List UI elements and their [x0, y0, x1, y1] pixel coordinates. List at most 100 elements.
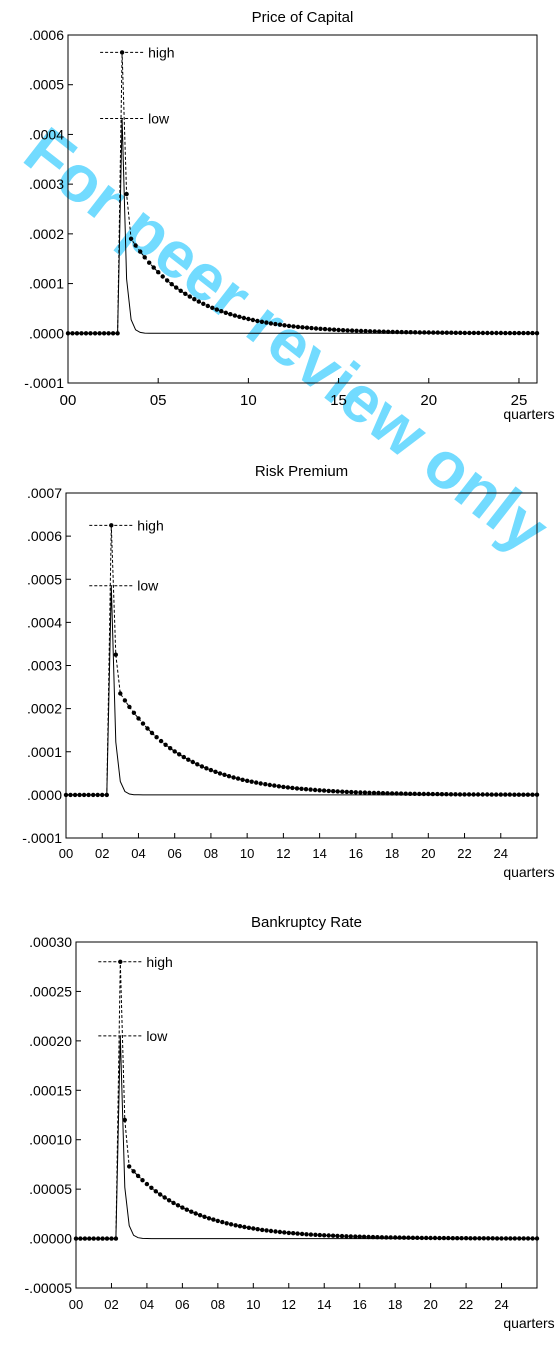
data-point-high	[258, 781, 263, 786]
data-point-high	[430, 791, 435, 797]
series-line-low	[68, 118, 537, 334]
data-point-high	[172, 749, 177, 754]
data-point-high	[424, 1235, 429, 1241]
data-point-high	[406, 1235, 411, 1240]
y-tick-label: -.0001	[22, 830, 62, 846]
data-point-high	[249, 779, 254, 784]
data-point-high	[220, 1219, 225, 1225]
chart-2: Risk Premium .0007 .0006 .0005 .0004 .0003 .00…	[22, 463, 554, 880]
x-tick-label: 02	[104, 1297, 118, 1312]
data-point-high	[160, 274, 165, 279]
data-point-high	[113, 652, 119, 657]
data-point-high	[213, 769, 218, 774]
x-tick-label: 20	[421, 846, 435, 861]
data-point-high	[268, 321, 274, 326]
data-point-high	[154, 735, 159, 740]
data-point-high	[246, 316, 251, 322]
data-point-high	[268, 1228, 274, 1234]
y-tick-label: .0007	[27, 485, 62, 501]
data-point-high	[171, 1200, 176, 1206]
data-point-high	[353, 790, 358, 795]
data-point-high	[153, 1189, 158, 1194]
data-point-high	[217, 771, 223, 776]
x-tick-label: 20	[423, 1297, 437, 1312]
data-point-high	[192, 297, 197, 302]
data-point-high	[201, 301, 206, 306]
y-tick-label: .0003	[27, 658, 62, 674]
data-point-high	[340, 789, 345, 794]
x-tick-label: 15	[330, 392, 347, 409]
x-tick-label: 08	[204, 846, 218, 861]
data-point-high	[372, 329, 377, 334]
x-tick-label: 02	[95, 846, 109, 861]
data-point-high	[144, 1181, 150, 1187]
data-point-high	[255, 318, 260, 324]
data-point-high	[415, 1235, 420, 1241]
x-tick-label: 22	[459, 1297, 473, 1312]
x-tick-label: 12	[276, 846, 290, 861]
data-point-high	[444, 792, 449, 797]
data-point-high	[250, 317, 256, 323]
data-point-high	[162, 1195, 167, 1200]
data-point-high	[401, 1235, 407, 1240]
data-point-high	[376, 790, 381, 796]
data-point-high	[193, 1211, 198, 1216]
series-line-low	[76, 1035, 537, 1240]
y-tick-label: .00005	[29, 1181, 72, 1197]
data-point-high	[180, 1205, 185, 1210]
data-point-high	[211, 1217, 216, 1222]
data-point-high	[435, 791, 440, 797]
y-tick-label: .0002	[29, 226, 64, 242]
data-point-high	[331, 789, 336, 794]
data-point-high	[335, 1233, 340, 1239]
data-point-high	[435, 330, 440, 335]
data-point-high	[397, 1235, 402, 1240]
series-line-high	[68, 52, 538, 334]
x-tick-label: 18	[385, 846, 399, 861]
data-point-high	[178, 288, 183, 293]
data-point-high	[264, 1228, 269, 1233]
data-point-high	[122, 698, 128, 703]
chart-1: Price of Capital .0006 .0005 .0004 .0003 .000…	[24, 9, 554, 422]
data-point-high	[317, 1232, 322, 1238]
data-point-high	[204, 766, 209, 771]
data-point-high	[147, 260, 152, 265]
data-point-high	[326, 788, 331, 794]
x-tick-label: 14	[317, 1297, 331, 1312]
legend-label-low: low	[146, 1028, 168, 1044]
data-point-high	[354, 328, 359, 333]
data-point-high	[444, 330, 449, 335]
data-point-high	[432, 1235, 438, 1241]
x-tick-label: 08	[211, 1297, 225, 1312]
x-tick-label: 06	[167, 846, 181, 861]
legend-label-high: high	[146, 954, 172, 970]
data-point-high	[184, 1207, 189, 1212]
data-point-high	[286, 323, 292, 329]
data-point-high	[344, 789, 349, 795]
data-point-high	[224, 1221, 229, 1226]
data-point-high	[186, 757, 191, 762]
data-point-high	[308, 787, 313, 792]
data-point-high	[131, 1169, 136, 1174]
legend-label-high: high	[148, 44, 174, 60]
data-point-high	[140, 721, 146, 726]
data-point-high	[277, 322, 283, 327]
data-point-high	[127, 704, 132, 710]
x-axis-label: quarters	[503, 1315, 554, 1331]
data-point-high	[241, 315, 247, 321]
data-point-high	[358, 790, 363, 795]
data-point-high	[300, 325, 305, 330]
data-point-high	[199, 764, 205, 769]
data-point-high	[339, 1233, 345, 1239]
data-point-high	[349, 328, 355, 333]
data-point-high	[158, 738, 164, 744]
x-tick-label: 00	[69, 1297, 83, 1312]
data-point-high	[214, 307, 219, 312]
legend-label-high: high	[137, 517, 163, 533]
data-point-high	[348, 1234, 353, 1239]
x-tick-label: 18	[388, 1297, 402, 1312]
x-axis-label: quarters	[503, 406, 554, 422]
data-point-high	[223, 310, 228, 315]
plot-frame	[67, 34, 538, 384]
